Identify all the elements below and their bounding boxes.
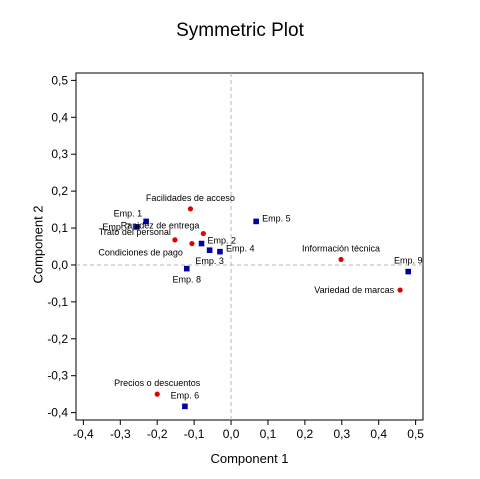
y-tick-label: 0,2 [51,184,68,198]
data-point-square [143,218,149,225]
data-point-label: Precios o descuentos [114,378,201,388]
data-point-square [182,403,188,410]
y-tick-label: 0,3 [51,147,68,161]
y-tick-label: -0,4 [47,406,68,420]
x-tick-label: 0,5 [407,427,424,441]
y-tick-label: 0,0 [51,258,68,272]
data-point-circle [172,237,178,243]
data-point-label: Emp. 8 [172,275,201,285]
data-point-label: Emp. 2 [208,236,237,246]
x-tick-label: 0,3 [333,427,350,441]
x-tick-label: 0,2 [297,427,314,441]
data-point-label: Emp. 3 [195,256,224,266]
y-tick-label: -0,3 [47,369,68,383]
data-point-label: Condiciones de pago [98,248,183,258]
x-tick-label: -0,1 [184,427,205,441]
data-point-circle [154,391,160,397]
data-point-circle [338,256,344,263]
data-point-circle [187,206,194,212]
data-point-square [183,265,190,272]
x-axis: -0,4 -0,3 -0,2 -0,1 0,0 0,1 0,2 0,3 0,4 0,5 [73,420,424,441]
data-point-circle [397,287,403,293]
data-point-square [405,268,412,275]
y-axis-label: Component 2 [30,205,46,284]
data-point-label: Emp. 4 [226,244,255,254]
y-tick-label: 0,4 [51,110,68,124]
reference-lines [76,73,423,420]
y-tick-label: -0,2 [47,332,68,346]
y-tick-label: 0,5 [51,73,68,87]
data-point-label: Información técnica [302,243,380,253]
x-axis-label: Component 1 [210,451,289,466]
data-point-square [217,248,223,255]
y-tick-label: 0,1 [51,221,68,235]
x-tick-label: 0,1 [260,427,277,441]
x-tick-label: -0,2 [147,427,168,441]
x-tick-label: -0,3 [110,427,131,441]
data-point-label: Emp. 6 [171,390,200,400]
data-point-label: Trato del personal [99,227,171,237]
x-tick-label: 0,4 [370,427,387,441]
data-point-circle [200,230,206,237]
data-point-label: Emp. 5 [262,213,291,223]
y-tick-label: -0,1 [47,295,68,309]
data-point-square [206,247,213,253]
y-axis: -0,4 -0,3 -0,2 -0,1 0,0 0,1 0,2 0,3 0,4 0,5 [47,73,76,420]
data-point-square [253,218,259,225]
chart-title: Symmetric Plot [176,20,304,41]
x-tick-label: -0,4 [73,427,94,441]
data-points [134,206,412,410]
data-point-square [134,224,140,230]
data-point-label: Emp. 7 [102,222,131,232]
data-point-label: Variedad de marcas [314,285,394,295]
data-point-label: Emp. 9 [394,256,423,266]
point-labels: Facilidades de acceso Rapidez de entregaT… [98,193,422,400]
x-tick-label: 0,0 [223,427,240,441]
data-point-label: Emp. 1 [114,208,143,218]
data-point-square [198,240,205,247]
data-point-label: Rapidez de entrega [121,221,200,231]
data-point-label: Facilidades de acceso [146,193,235,203]
plot-frame [75,72,424,421]
data-point-circle [189,240,195,247]
